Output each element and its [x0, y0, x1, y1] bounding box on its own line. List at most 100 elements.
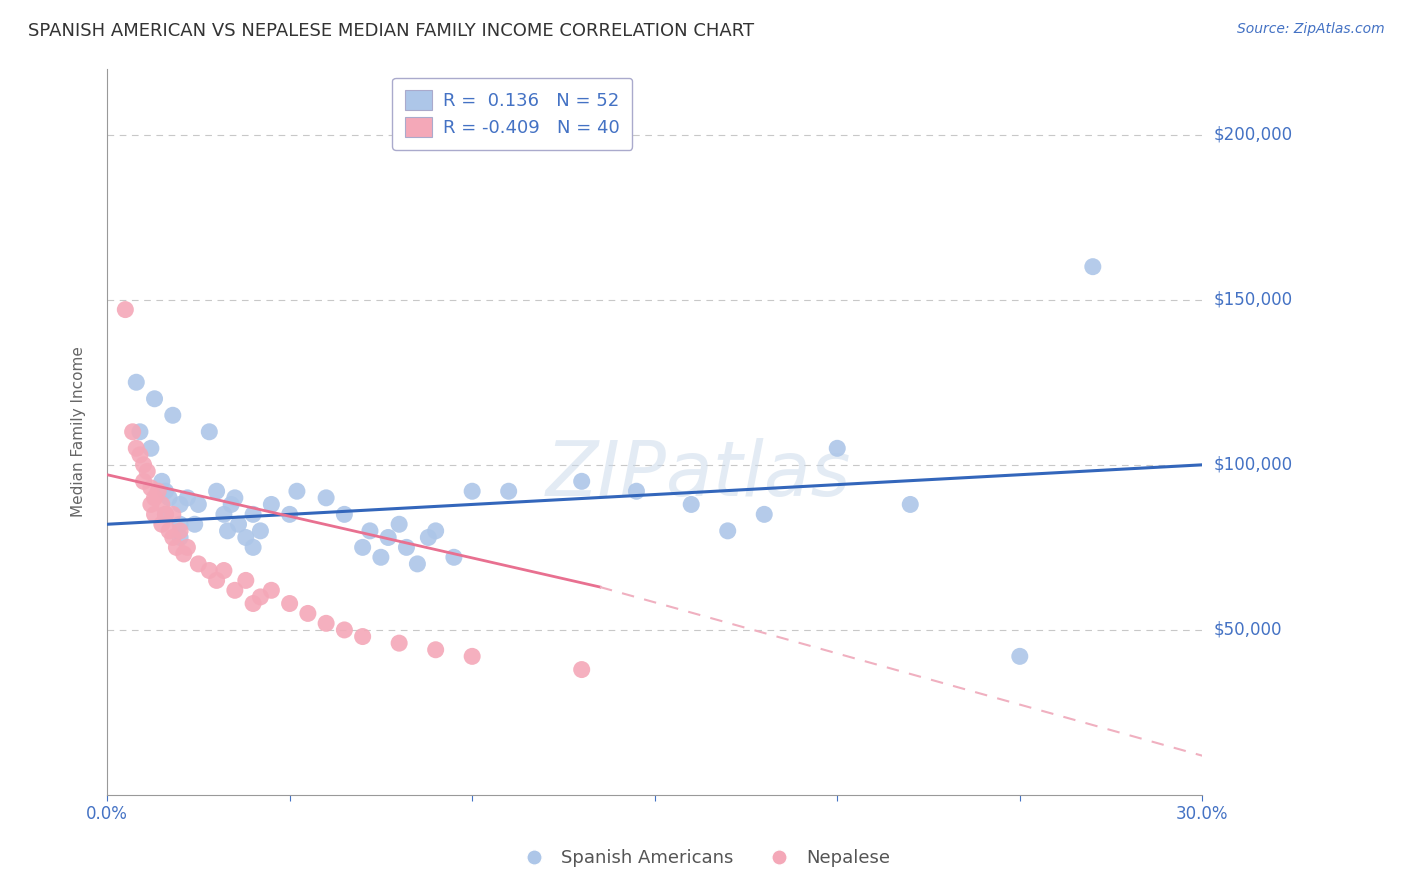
Point — [125, 442, 148, 456]
Point — [498, 484, 520, 499]
Text: SPANISH AMERICAN VS NEPALESE MEDIAN FAMILY INCOME CORRELATION CHART: SPANISH AMERICAN VS NEPALESE MEDIAN FAMI… — [28, 22, 754, 40]
Point — [443, 550, 465, 565]
Point — [143, 392, 166, 406]
Point — [187, 498, 209, 512]
Point — [242, 508, 264, 522]
Point — [169, 517, 191, 532]
Point — [898, 498, 921, 512]
Point — [333, 623, 356, 637]
Point — [235, 531, 257, 545]
Point — [143, 491, 166, 505]
Point — [333, 508, 356, 522]
Point — [315, 616, 337, 631]
Legend: R =  0.136   N = 52, R = -0.409   N = 40: R = 0.136 N = 52, R = -0.409 N = 40 — [392, 78, 633, 150]
Point — [157, 491, 180, 505]
Point — [418, 531, 440, 545]
Y-axis label: Median Family Income: Median Family Income — [72, 346, 86, 517]
Point — [217, 524, 239, 538]
Text: Source: ZipAtlas.com: Source: ZipAtlas.com — [1237, 22, 1385, 37]
Point — [278, 508, 301, 522]
Point — [359, 524, 381, 538]
Point — [249, 524, 271, 538]
Point — [155, 508, 177, 522]
Point — [825, 442, 848, 456]
Point — [571, 663, 593, 677]
Point — [754, 508, 776, 522]
Point — [1081, 260, 1104, 274]
Point — [129, 448, 152, 462]
Point — [260, 583, 283, 598]
Point — [235, 574, 257, 588]
Point — [224, 583, 246, 598]
Point — [139, 498, 162, 512]
Point — [114, 302, 136, 317]
Point — [228, 517, 250, 532]
Point — [1008, 649, 1031, 664]
Point — [315, 491, 337, 505]
Point — [132, 458, 155, 472]
Point — [198, 425, 221, 439]
Point — [285, 484, 308, 499]
Point — [169, 524, 191, 538]
Text: ZIPatlas: ZIPatlas — [546, 438, 851, 512]
Point — [125, 376, 148, 390]
Point — [297, 607, 319, 621]
Point — [681, 498, 703, 512]
Point — [150, 498, 173, 512]
Point — [461, 649, 484, 664]
Point — [187, 557, 209, 571]
Point — [183, 517, 205, 532]
Point — [162, 531, 184, 545]
Point — [205, 484, 228, 499]
Point — [352, 630, 374, 644]
Point — [249, 590, 271, 604]
Point — [169, 498, 191, 512]
Point — [425, 642, 447, 657]
Point — [162, 409, 184, 423]
Point — [352, 541, 374, 555]
Point — [136, 464, 159, 478]
Text: $200,000: $200,000 — [1213, 126, 1292, 144]
Point — [150, 475, 173, 489]
Point — [169, 531, 191, 545]
Text: $100,000: $100,000 — [1213, 456, 1292, 474]
Text: $50,000: $50,000 — [1213, 621, 1282, 639]
Point — [162, 508, 184, 522]
Legend: Spanish Americans, Nepalese: Spanish Americans, Nepalese — [509, 842, 897, 874]
Point — [370, 550, 392, 565]
Point — [388, 517, 411, 532]
Point — [388, 636, 411, 650]
Point — [717, 524, 740, 538]
Point — [278, 597, 301, 611]
Point — [121, 425, 143, 439]
Point — [461, 484, 484, 499]
Point — [148, 484, 170, 499]
Point — [224, 491, 246, 505]
Point — [626, 484, 648, 499]
Point — [173, 547, 195, 561]
Point — [176, 491, 198, 505]
Point — [406, 557, 429, 571]
Point — [155, 484, 177, 499]
Point — [139, 442, 162, 456]
Point — [212, 508, 235, 522]
Point — [165, 541, 187, 555]
Point — [377, 531, 399, 545]
Point — [395, 541, 418, 555]
Point — [198, 564, 221, 578]
Point — [242, 541, 264, 555]
Point — [155, 508, 177, 522]
Point — [425, 524, 447, 538]
Point — [176, 541, 198, 555]
Point — [571, 475, 593, 489]
Point — [219, 498, 242, 512]
Point — [260, 498, 283, 512]
Point — [132, 475, 155, 489]
Point — [157, 524, 180, 538]
Point — [212, 564, 235, 578]
Text: $150,000: $150,000 — [1213, 291, 1292, 309]
Point — [143, 508, 166, 522]
Point — [150, 517, 173, 532]
Point — [205, 574, 228, 588]
Point — [242, 597, 264, 611]
